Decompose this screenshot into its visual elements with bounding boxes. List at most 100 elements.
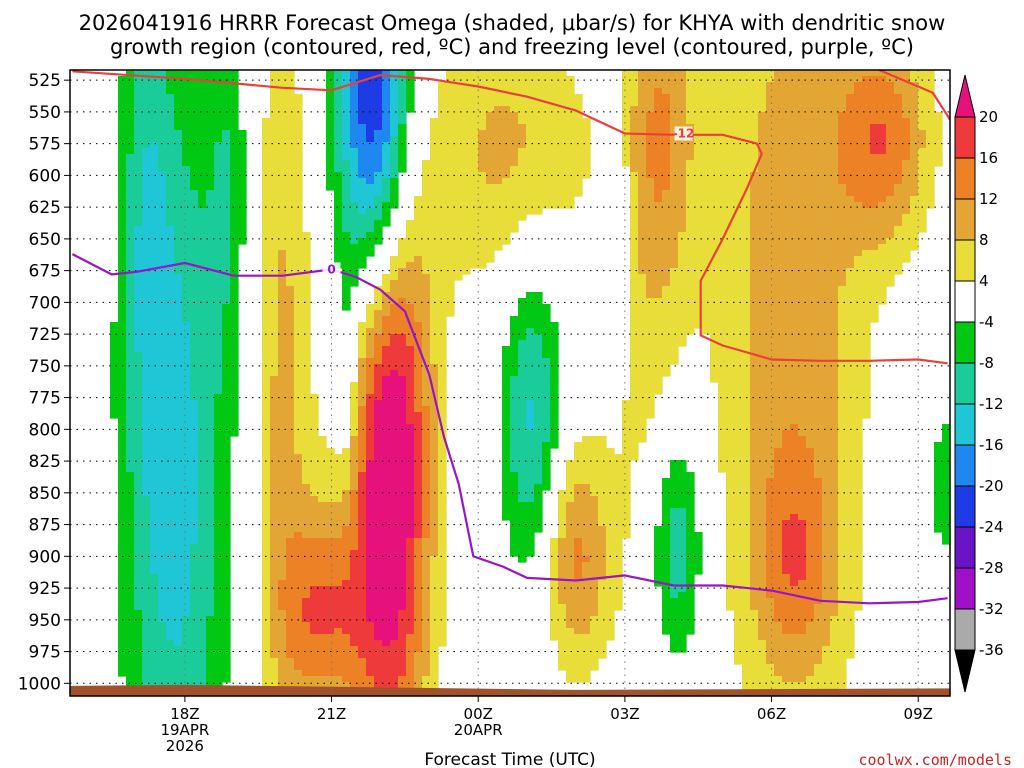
- omega-cell: [654, 304, 663, 311]
- omega-cell: [918, 100, 927, 107]
- omega-cell: [686, 208, 695, 215]
- omega-cell: [206, 340, 215, 347]
- omega-cell: [422, 190, 431, 197]
- omega-cell: [830, 250, 839, 257]
- omega-cell: [846, 430, 855, 437]
- omega-cell: [750, 358, 759, 365]
- omega-cell: [662, 130, 671, 137]
- omega-cell: [662, 184, 671, 191]
- omega-cell: [838, 226, 847, 233]
- omega-cell: [774, 70, 783, 77]
- omega-cell: [710, 112, 719, 119]
- omega-cell: [158, 160, 167, 167]
- omega-cell: [278, 172, 287, 179]
- omega-cell: [374, 424, 383, 431]
- omega-cell: [214, 376, 223, 383]
- omega-cell: [782, 214, 791, 221]
- omega-cell: [910, 142, 919, 149]
- omega-cell: [758, 436, 767, 443]
- omega-cell: [150, 160, 159, 167]
- omega-cell: [686, 316, 695, 323]
- omega-cell: [854, 70, 863, 77]
- omega-cell: [382, 208, 391, 215]
- omega-cell: [166, 418, 175, 425]
- omega-cell: [166, 364, 175, 371]
- omega-cell: [198, 82, 207, 89]
- omega-cell: [390, 412, 399, 419]
- omega-cell: [790, 118, 799, 125]
- omega-cell: [502, 196, 511, 203]
- omega-cell: [718, 256, 727, 263]
- omega-cell: [670, 352, 679, 359]
- omega-cell: [678, 262, 687, 269]
- omega-cell: [902, 112, 911, 119]
- omega-cell: [734, 370, 743, 377]
- omega-cell: [366, 352, 375, 359]
- omega-cell: [190, 178, 199, 185]
- omega-cell: [734, 166, 743, 173]
- omega-cell: [414, 394, 423, 401]
- omega-cell: [742, 238, 751, 245]
- omega-cell: [534, 70, 543, 77]
- omega-cell: [814, 370, 823, 377]
- omega-cell: [430, 256, 439, 263]
- omega-cell: [726, 232, 735, 239]
- omega-cell: [678, 160, 687, 167]
- omega-cell: [854, 238, 863, 245]
- omega-cell: [630, 184, 639, 191]
- omega-cell: [262, 118, 271, 125]
- omega-cell: [694, 274, 703, 281]
- omega-cell: [206, 442, 215, 449]
- omega-cell: [126, 70, 135, 77]
- omega-cell: [302, 394, 311, 401]
- omega-cell: [342, 256, 351, 263]
- omega-cell: [438, 316, 447, 323]
- omega-cell: [654, 118, 663, 125]
- omega-cell: [166, 178, 175, 185]
- omega-cell: [670, 268, 679, 275]
- omega-cell: [334, 166, 343, 173]
- omega-cell: [910, 106, 919, 113]
- omega-cell: [622, 70, 631, 77]
- omega-cell: [902, 100, 911, 107]
- omega-cell: [558, 154, 567, 161]
- omega-cell: [550, 424, 559, 431]
- omega-cell: [182, 460, 191, 467]
- omega-cell: [766, 82, 775, 89]
- omega-cell: [526, 160, 535, 167]
- omega-cell: [670, 280, 679, 287]
- omega-cell: [790, 88, 799, 95]
- omega-cell: [630, 370, 639, 377]
- omega-cell: [518, 196, 527, 203]
- omega-cell: [166, 112, 175, 119]
- omega-cell: [166, 388, 175, 395]
- omega-cell: [910, 178, 919, 185]
- omega-cell: [334, 244, 343, 251]
- omega-cell: [838, 394, 847, 401]
- omega-cell: [870, 70, 879, 77]
- omega-cell: [862, 304, 871, 311]
- omega-cell: [774, 220, 783, 227]
- omega-cell: [374, 430, 383, 437]
- omega-cell: [886, 76, 895, 83]
- omega-cell: [150, 310, 159, 317]
- omega-cell: [134, 430, 143, 437]
- omega-cell: [414, 376, 423, 383]
- omega-cell: [142, 208, 151, 215]
- omega-cell: [174, 118, 183, 125]
- omega-cell: [654, 376, 663, 383]
- omega-cell: [190, 412, 199, 419]
- omega-cell: [454, 148, 463, 155]
- omega-cell: [910, 226, 919, 233]
- omega-cell: [230, 244, 239, 251]
- omega-cell: [478, 136, 487, 143]
- omega-cell: [406, 280, 415, 287]
- omega-cell: [654, 70, 663, 77]
- omega-cell: [438, 454, 447, 461]
- omega-cell: [902, 124, 911, 131]
- omega-cell: [126, 262, 135, 269]
- omega-cell: [806, 448, 815, 455]
- omega-cell: [678, 328, 687, 335]
- omega-cell: [462, 244, 471, 251]
- omega-cell: [398, 454, 407, 461]
